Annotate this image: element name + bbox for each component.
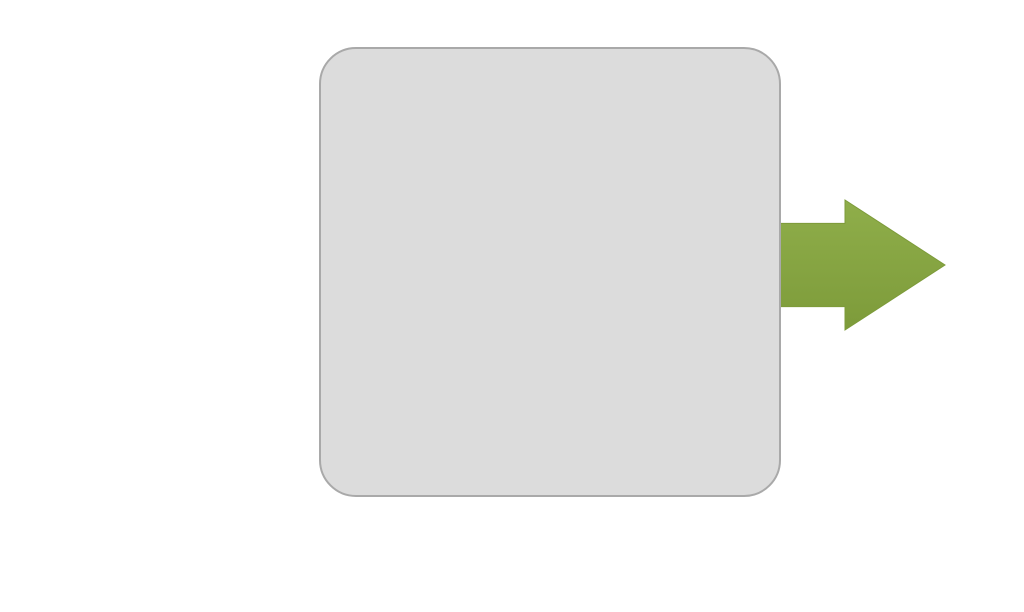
server-panel bbox=[320, 48, 780, 496]
diagram-canvas bbox=[0, 0, 1024, 612]
